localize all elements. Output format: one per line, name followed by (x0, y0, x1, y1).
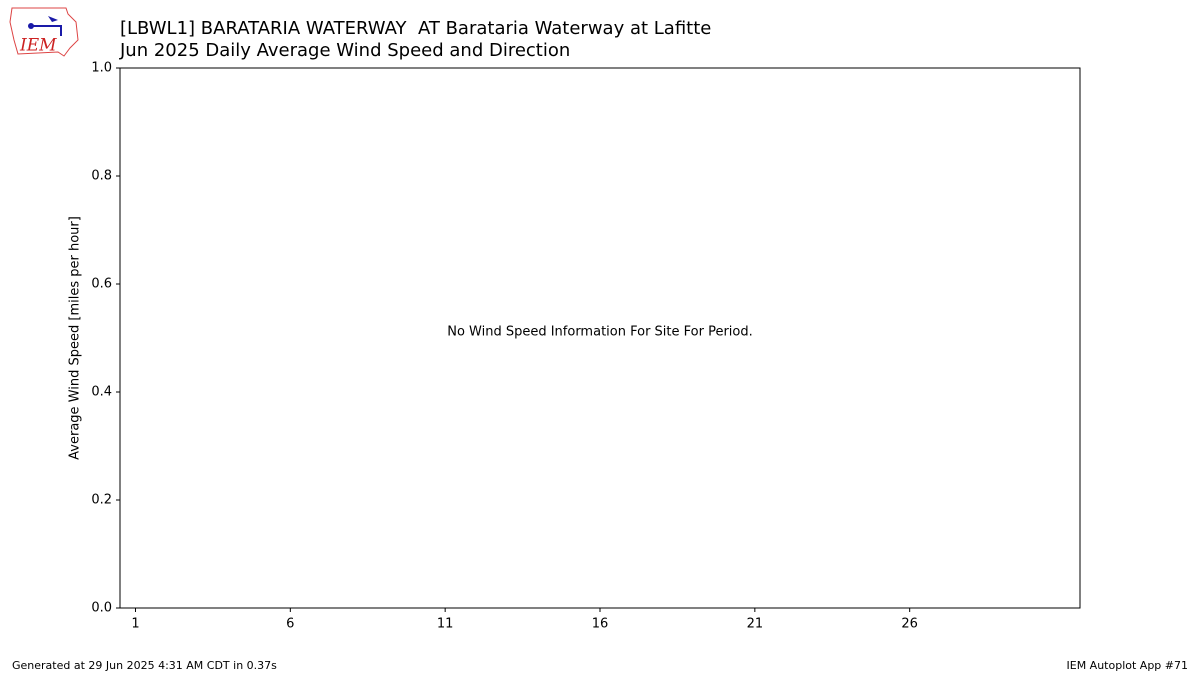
x-tick-label: 1 (131, 617, 139, 632)
annotation: No Wind Speed Information For Site For P… (447, 325, 753, 340)
chart-title: [LBWL1] BARATARIA WATERWAY AT Barataria … (120, 18, 711, 39)
footer-left: Generated at 29 Jun 2025 4:31 AM CDT in … (12, 659, 277, 672)
logo-text: IEM (19, 36, 57, 56)
x-tick-label: 11 (437, 617, 454, 632)
footer-right: IEM Autoplot App #71 (1067, 659, 1189, 672)
x-tick-label: 21 (747, 617, 764, 632)
y-tick-label: 1.0 (91, 61, 112, 76)
x-tick-label: 26 (901, 617, 918, 632)
logo-dot (28, 23, 34, 29)
y-tick-label: 0.8 (91, 169, 112, 184)
y-tick-label: 0.4 (91, 385, 112, 400)
logo-outline (9, 7, 79, 57)
y-tick-label: 0.0 (91, 601, 112, 616)
y-tick-label: 0.2 (91, 493, 112, 508)
x-tick-label: 16 (592, 617, 609, 632)
chart-subtitle: Jun 2025 Daily Average Wind Speed and Di… (119, 40, 570, 61)
logo-vane (48, 16, 58, 22)
y-axis-label: Average Wind Speed [miles per hour] (68, 216, 83, 460)
logo: IEM (9, 7, 79, 57)
y-tick-label: 0.6 (91, 277, 112, 292)
x-tick-label: 6 (286, 617, 294, 632)
